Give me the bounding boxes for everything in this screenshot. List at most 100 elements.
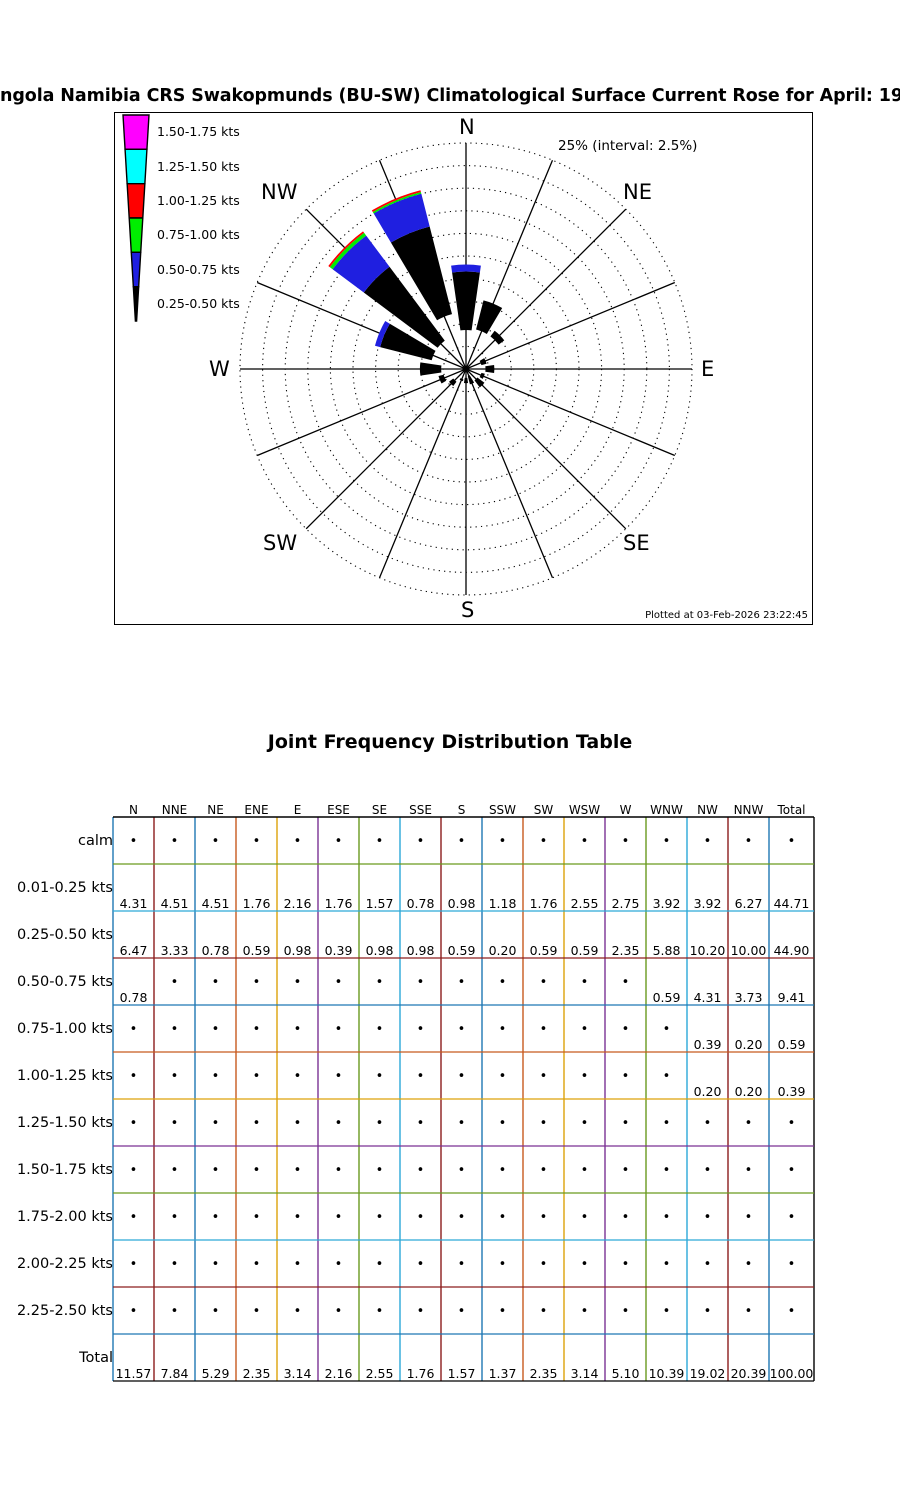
empty-value-dot: • (211, 1210, 220, 1225)
empty-value-dot: • (375, 1069, 384, 1084)
table-cell: 44.71 (773, 896, 810, 911)
legend-swatch (132, 285, 140, 322)
table-cell: • (277, 1287, 318, 1334)
table-cell: • (236, 1287, 277, 1334)
table-cell: • (154, 1005, 195, 1052)
table-cell: • (441, 958, 482, 1005)
empty-value-dot: • (580, 1304, 589, 1319)
table-cell: • (195, 817, 236, 864)
table-cell: 3.92 (693, 896, 722, 911)
empty-value-dot: • (457, 1069, 466, 1084)
table-cell: 0.39 (777, 1084, 806, 1099)
column-header-e: E (293, 803, 302, 817)
column-header-sse: SSE (409, 803, 432, 817)
empty-value-dot: • (293, 1163, 302, 1178)
rose-spoke (465, 208, 627, 370)
rose-petal-segment (479, 358, 487, 366)
empty-value-dot: • (334, 1116, 343, 1131)
table-cell: • (359, 1193, 400, 1240)
rose-spoke (465, 368, 676, 457)
table-cell: • (236, 1146, 277, 1193)
empty-value-dot: • (580, 1069, 589, 1084)
table-cell: • (441, 1005, 482, 1052)
empty-value-dot: • (539, 1116, 548, 1131)
table-cell: • (441, 1099, 482, 1146)
row-label: 1.75-2.00 kts (16, 1208, 113, 1225)
table-cell: 4.51 (160, 896, 189, 911)
empty-value-dot: • (211, 1163, 220, 1178)
table-cell: • (482, 1240, 523, 1287)
table-cell: 4.31 (119, 896, 148, 911)
table-cell: • (769, 817, 814, 864)
table-cell: • (687, 1193, 728, 1240)
rose-petal-segment (329, 232, 367, 270)
legend-label: 0.50-0.75 kts (157, 261, 240, 277)
table-cell: • (277, 1099, 318, 1146)
table-cell: • (482, 1052, 523, 1099)
table-cell: • (482, 1193, 523, 1240)
empty-value-dot: • (334, 1163, 343, 1178)
empty-value-dot: • (457, 1304, 466, 1319)
table-row: 1.50-1.75 kts • • • • • • • • • • • • • • • • • (0, 1146, 814, 1193)
table-row: Total 11.57 7.84 5.29 2.35 3.14 2.16 2.55 1.76 1.… (0, 1334, 814, 1382)
row-label: calm (77, 832, 113, 849)
empty-value-dot: • (252, 834, 261, 849)
empty-value-dot: • (170, 1257, 179, 1272)
joint-frequency-table: N NNE NE ENE E ESE SE SSE S SSW SW WSW W WNW NW NNW Tota… (0, 795, 814, 1381)
table-cell: • (728, 1240, 769, 1287)
column-header-ese: ESE (327, 803, 350, 817)
empty-value-dot: • (539, 1257, 548, 1272)
table-cell: • (154, 1052, 195, 1099)
table-cell: 20.39 (730, 1366, 767, 1381)
empty-value-dot: • (211, 1069, 220, 1084)
empty-value-dot: • (170, 975, 179, 990)
table-cell: 7.84 (160, 1366, 189, 1381)
empty-value-dot: • (498, 1116, 507, 1131)
table-cell: 1.76 (324, 896, 353, 911)
table-cell: • (564, 1099, 605, 1146)
empty-value-dot: • (252, 975, 261, 990)
table-cell: • (605, 1005, 646, 1052)
column-header-ene: ENE (244, 803, 269, 817)
empty-value-dot: • (457, 1116, 466, 1131)
empty-value-dot: • (170, 1163, 179, 1178)
table-cell: 1.76 (529, 896, 558, 911)
rose-petal-segment (438, 374, 447, 384)
empty-value-dot: • (129, 1163, 138, 1178)
table-cell: 1.57 (447, 1366, 476, 1381)
empty-value-dot: • (498, 1257, 507, 1272)
empty-value-dot: • (252, 1304, 261, 1319)
table-cell: • (113, 1193, 154, 1240)
empty-value-dot: • (662, 1069, 671, 1084)
rose-spoke (465, 159, 554, 370)
empty-value-dot: • (170, 1210, 179, 1225)
empty-value-dot: • (334, 834, 343, 849)
empty-value-dot: • (621, 1257, 630, 1272)
table-cell: • (113, 1287, 154, 1334)
table-cell: • (195, 1005, 236, 1052)
rose-grid (239, 142, 693, 596)
empty-value-dot: • (580, 834, 589, 849)
table-cell: 10.20 (689, 943, 726, 958)
table-cell: • (605, 1099, 646, 1146)
table-cell: • (154, 958, 195, 1005)
table-row: 0.50-0.75 kts 0.78 • • • • • • • • • • • • 0.59 4.31 3.7… (0, 958, 814, 1006)
empty-value-dot: • (375, 834, 384, 849)
row-label: 1.00-1.25 kts (16, 1067, 113, 1084)
empty-value-dot: • (252, 1257, 261, 1272)
empty-value-dot: • (416, 1116, 425, 1131)
table-cell: 11.57 (115, 1366, 152, 1381)
table-cell: • (441, 1240, 482, 1287)
empty-value-dot: • (416, 1210, 425, 1225)
empty-value-dot: • (334, 1022, 343, 1037)
table-cell: • (195, 1240, 236, 1287)
rose-spoke (465, 368, 627, 530)
table-cell: • (728, 1099, 769, 1146)
table-cell: 0.98 (406, 943, 435, 958)
table-cell: • (318, 1193, 359, 1240)
empty-value-dot: • (621, 1210, 630, 1225)
compass-label-ne: NE (623, 180, 652, 204)
table-cell: • (605, 1287, 646, 1334)
empty-value-dot: • (416, 834, 425, 849)
table-cell: 9.41 (777, 990, 806, 1005)
